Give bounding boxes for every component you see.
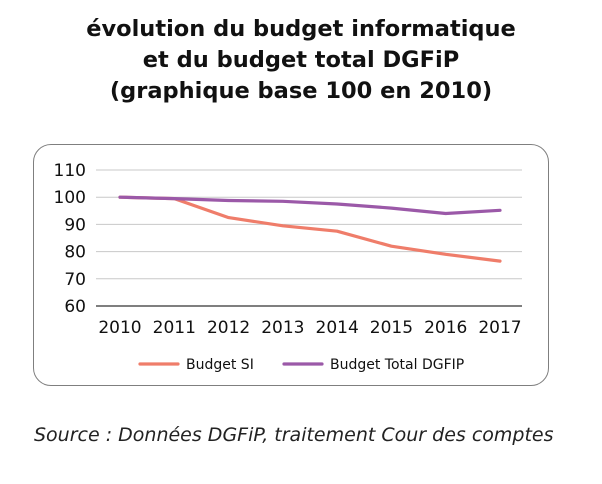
legend: Budget SI Budget Total DGFIP — [138, 357, 464, 373]
chart-title-line-2: et du budget total DGFiP — [142, 47, 460, 73]
chart-frame — [33, 144, 549, 386]
x-tick-label-2015: 2015 — [370, 318, 413, 338]
x-tick-label-2011: 2011 — [153, 318, 196, 338]
tick-labels: 60 70 80 90 100 110 2010 2011 2012 2013 2014 2015 20… — [54, 161, 522, 338]
y-tick-label-60: 60 — [64, 297, 86, 317]
chart-title-line-3: (graphique base 100 en 2010) — [109, 78, 493, 104]
series-lines — [118, 195, 502, 263]
y-tick-label-110: 110 — [54, 161, 86, 181]
series-line-1 — [118, 195, 502, 263]
y-tick-label-80: 80 — [64, 243, 86, 263]
chart-title: évolution du budget informatique et du b… — [0, 14, 602, 107]
x-tick-label-2012: 2012 — [207, 318, 250, 338]
chart-title-line-1: évolution du budget informatique — [86, 16, 516, 42]
source-note: Source : Données DGFiP, traitement Cour … — [34, 424, 554, 446]
x-tick-label-2014: 2014 — [316, 318, 359, 338]
x-tick-label-2013: 2013 — [261, 318, 304, 338]
x-tick-label-2016: 2016 — [424, 318, 467, 338]
x-tick-label-2017: 2017 — [478, 318, 521, 338]
legend-label-1: Budget SI — [186, 357, 254, 373]
y-tick-label-70: 70 — [64, 270, 86, 290]
grid-lines — [96, 169, 522, 280]
y-tick-label-100: 100 — [54, 188, 86, 208]
series-line-2 — [118, 195, 502, 216]
y-tick-label-90: 90 — [64, 215, 86, 235]
x-tick-label-2010: 2010 — [98, 318, 141, 338]
legend-label-2: Budget Total DGFIP — [330, 357, 464, 373]
